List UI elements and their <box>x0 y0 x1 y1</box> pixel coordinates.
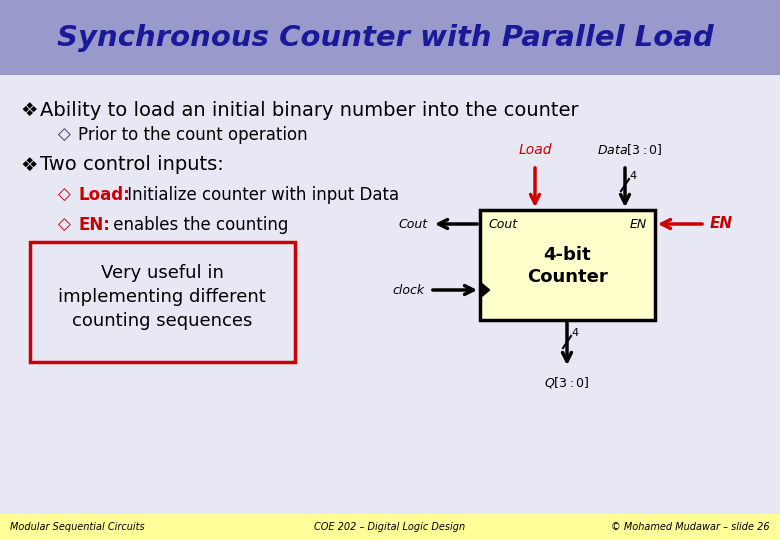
Text: Load: Load <box>518 143 551 157</box>
Bar <box>30 242 295 362</box>
Bar <box>0 0 780 75</box>
Text: $Q[3:0]$: $Q[3:0]$ <box>544 375 590 390</box>
Text: $Data[3:0]$: $Data[3:0]$ <box>597 142 663 157</box>
Text: ◇: ◇ <box>58 216 71 234</box>
Bar <box>480 210 655 320</box>
Text: Two control inputs:: Two control inputs: <box>40 156 224 174</box>
Text: ❖: ❖ <box>20 100 37 119</box>
Text: 4-bit: 4-bit <box>544 246 591 264</box>
Text: Very useful in: Very useful in <box>101 264 223 282</box>
Text: EN:: EN: <box>78 216 110 234</box>
Text: ◇: ◇ <box>58 186 71 204</box>
Text: Cout: Cout <box>399 218 428 231</box>
Text: Ability to load an initial binary number into the counter: Ability to load an initial binary number… <box>40 100 579 119</box>
Text: © Mohamed Mudawar – slide 26: © Mohamed Mudawar – slide 26 <box>612 522 770 532</box>
Text: Initialize counter with input Data: Initialize counter with input Data <box>122 186 399 204</box>
Text: enables the counting: enables the counting <box>108 216 289 234</box>
Bar <box>0 514 780 540</box>
Polygon shape <box>480 282 490 298</box>
Text: clock: clock <box>393 284 425 296</box>
Text: Cout: Cout <box>488 218 517 231</box>
Text: 4: 4 <box>571 328 578 338</box>
Text: EN: EN <box>629 218 647 231</box>
Text: Prior to the count operation: Prior to the count operation <box>78 126 307 144</box>
Text: implementing different: implementing different <box>58 288 266 306</box>
Text: 4: 4 <box>629 171 636 181</box>
Text: EN: EN <box>710 217 733 232</box>
Text: Modular Sequential Circuits: Modular Sequential Circuits <box>10 522 144 532</box>
Text: ◇: ◇ <box>58 126 71 144</box>
Text: Counter: Counter <box>527 268 608 286</box>
Text: COE 202 – Digital Logic Design: COE 202 – Digital Logic Design <box>314 522 466 532</box>
Text: ❖: ❖ <box>20 156 37 174</box>
Text: Load:: Load: <box>78 186 129 204</box>
Text: counting sequences: counting sequences <box>72 312 252 330</box>
Text: Synchronous Counter with Parallel Load: Synchronous Counter with Parallel Load <box>57 24 714 52</box>
